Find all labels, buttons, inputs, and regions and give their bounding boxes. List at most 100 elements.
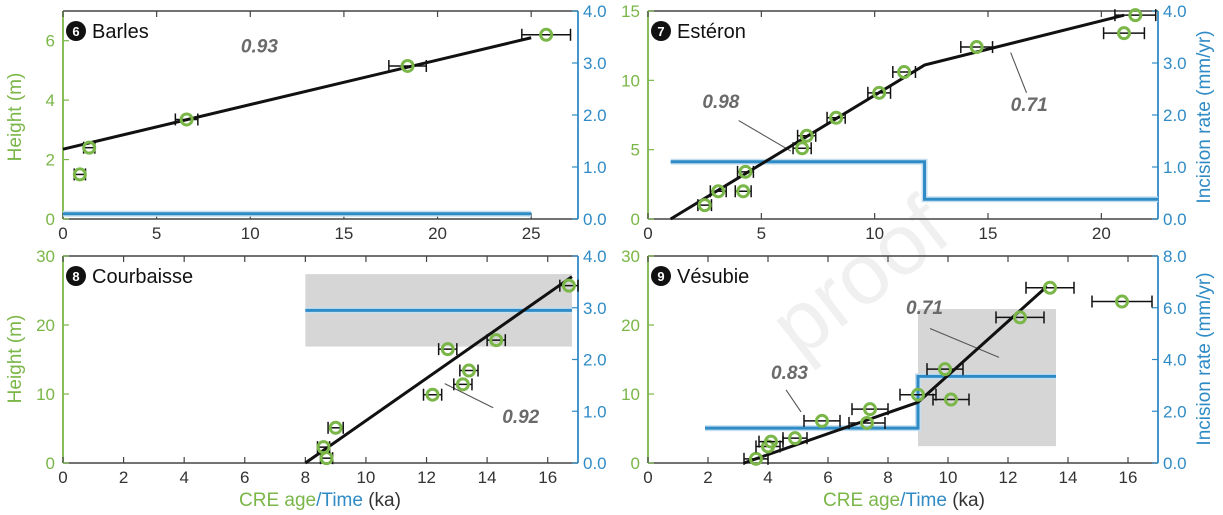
- x-tick-label: 16: [538, 468, 557, 487]
- slope-annotation: 0.92: [502, 407, 539, 428]
- x-tick-label: 8: [301, 468, 310, 487]
- slope-annotation: 0.93: [241, 37, 278, 58]
- data-point: [1128, 8, 1143, 23]
- data-point: [697, 198, 712, 213]
- panel-badge: [651, 266, 671, 286]
- data-point: [872, 85, 887, 100]
- x-tick-label: 0: [58, 224, 67, 243]
- x-tick-label: 10: [939, 468, 958, 487]
- y-tick-label: 0: [46, 454, 55, 473]
- x-tick-label: 5: [757, 224, 766, 243]
- x-axis-label-left: CRE age/Time (ka): [239, 490, 401, 511]
- panel-badge-number: 9: [657, 269, 664, 284]
- data-point: [461, 363, 476, 378]
- annotation-leader: [738, 120, 792, 152]
- fit-line: [304, 275, 573, 465]
- x-tick-label: 16: [1119, 468, 1138, 487]
- slope-annotation: 0.98: [702, 92, 739, 113]
- y2-tick-label: 1.0: [583, 402, 607, 421]
- y2-tick-label: 0.0: [1163, 210, 1187, 229]
- x-tick-label: 0: [643, 468, 652, 487]
- y-tick-label: 0: [631, 210, 640, 229]
- panel-title: Vésubie: [677, 266, 749, 288]
- data-point: [711, 184, 726, 199]
- y2-tick-label: 4.0: [583, 247, 607, 266]
- y2-tick-label: 0.0: [1163, 454, 1187, 473]
- data-point: [1013, 310, 1027, 325]
- axis-labels: Height (m) Height (m) Incision rate (mm/…: [5, 30, 1215, 511]
- x-tick-label: 20: [428, 224, 447, 243]
- x-tick-label: 0: [643, 224, 652, 243]
- y2-tick-label: 2.0: [1163, 106, 1187, 125]
- data-point: [425, 387, 440, 402]
- data-point: [969, 40, 984, 55]
- data-point: [799, 128, 814, 143]
- y-tick-label: 0: [631, 454, 640, 473]
- data-point: [489, 333, 504, 348]
- y2-tick-label: 4.0: [1163, 2, 1187, 21]
- y2-tick-label: 2.0: [1163, 402, 1187, 421]
- x-tick-label: 10: [865, 224, 884, 243]
- y-tick-label: 20: [621, 316, 640, 335]
- data-point: [944, 392, 958, 407]
- y-tick-label: 4: [46, 91, 55, 110]
- data-point: [328, 420, 343, 435]
- right-y-label-top: Incision rate (mm/yr): [1194, 30, 1215, 203]
- x-tick-label: 2: [119, 468, 128, 487]
- left-y-label-bottom: Height (m): [5, 315, 26, 404]
- y-tick-label: 6: [46, 32, 55, 51]
- data-point: [736, 184, 751, 199]
- x-tick-label: 4: [179, 468, 188, 487]
- data-point: [764, 434, 778, 449]
- x-tick-label: 15: [334, 224, 353, 243]
- data-point: [788, 431, 802, 446]
- panel-barles: 0 5 10 15 20 25 0 2 4 6 0.0 1.0 2.0 3.0 4.0 0.93 6 Barles: [46, 2, 607, 243]
- x-tick-label: 12: [999, 468, 1018, 487]
- x-label-slash: /: [316, 490, 322, 511]
- x-axis-label-right: CRE age/Time (ka): [823, 490, 985, 511]
- fit-line: [62, 36, 532, 151]
- panel-badge-number: 8: [72, 269, 79, 284]
- panel-badge: [66, 21, 86, 41]
- data-point: [316, 440, 331, 455]
- slope-annotation: 0.71: [1011, 95, 1048, 116]
- y2-tick-label: 0.0: [583, 454, 607, 473]
- y2-tick-label: 3.0: [1163, 54, 1187, 73]
- x-label-cre-age: CRE age: [239, 490, 316, 511]
- panel-badge: [651, 21, 671, 41]
- data-point: [938, 362, 952, 377]
- x-tick-label: 15: [979, 224, 998, 243]
- x-tick-label: 6: [240, 468, 249, 487]
- y2-tick-label: 1.0: [1163, 158, 1187, 177]
- slope-annotation: 0.83: [771, 363, 808, 384]
- data-point: [1043, 280, 1057, 295]
- y2-tick-label: 6.0: [1163, 299, 1187, 318]
- y2-tick-label: 1.0: [583, 158, 607, 177]
- x-tick-label: 2: [703, 468, 712, 487]
- data-point: [561, 278, 576, 293]
- data-point: [860, 415, 874, 430]
- data-point: [179, 112, 194, 127]
- x-label-unit: (ka): [947, 490, 985, 511]
- data-point: [400, 58, 415, 73]
- panel-badge: [66, 266, 86, 286]
- annotation-leader: [785, 389, 802, 413]
- y-tick-label: 2: [46, 151, 55, 170]
- right-y-label-bottom: Incision rate (mm/yr): [1194, 272, 1215, 445]
- y-tick-label: 10: [621, 385, 640, 404]
- y-tick-label: 10: [621, 71, 640, 90]
- x-tick-label: 8: [883, 468, 892, 487]
- y2-tick-label: 3.0: [583, 54, 607, 73]
- annotation-leader: [444, 383, 494, 409]
- x-label-slash: /: [900, 490, 906, 511]
- panel-estron: 0 5 10 15 20 0 5 10 15 0.0 1.0 2.0 3.0 4.0 0.98 0.71 7 Es…: [621, 2, 1187, 243]
- x-tick-label: 14: [1059, 468, 1078, 487]
- x-tick-label: 14: [478, 468, 497, 487]
- x-tick-label: 10: [356, 468, 375, 487]
- panel-title: Estéron: [677, 21, 746, 43]
- x-tick-label: 25: [522, 224, 541, 243]
- left-y-label-top: Height (m): [5, 73, 26, 162]
- y-tick-label: 15: [621, 2, 640, 21]
- y-tick-label: 10: [36, 385, 55, 404]
